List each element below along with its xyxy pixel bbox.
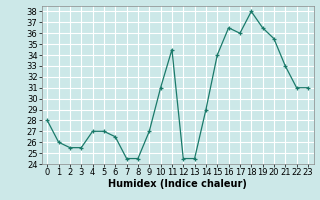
X-axis label: Humidex (Indice chaleur): Humidex (Indice chaleur) [108,179,247,189]
